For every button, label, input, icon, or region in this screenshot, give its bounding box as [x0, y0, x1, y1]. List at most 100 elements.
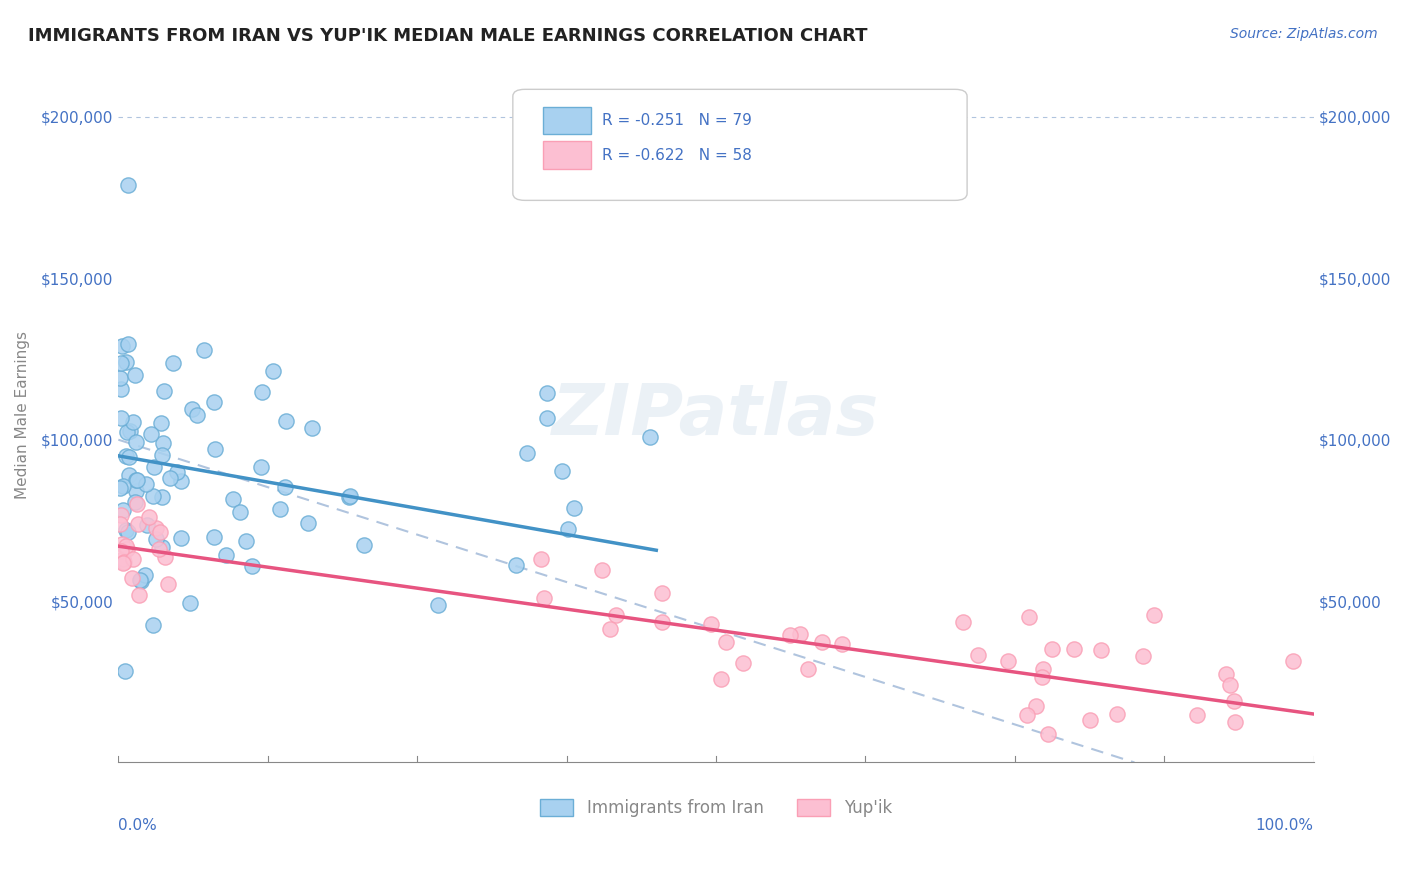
Point: [337, 490, 360, 504]
Point: [536, 410, 558, 425]
Point: [124, 495, 146, 509]
Point: [516, 446, 538, 460]
Point: [117, 178, 139, 193]
Point: [1031, 670, 1053, 684]
Point: [274, 480, 297, 494]
Point: [170, 531, 193, 545]
Point: [1078, 713, 1101, 727]
Point: [118, 450, 141, 465]
Point: [811, 635, 834, 649]
Point: [591, 562, 613, 576]
Point: [142, 460, 165, 475]
Point: [145, 520, 167, 534]
Point: [115, 541, 138, 556]
Point: [139, 426, 162, 441]
Point: [110, 410, 132, 425]
Point: [150, 541, 173, 555]
Point: [426, 598, 449, 612]
Point: [125, 473, 148, 487]
Point: [150, 490, 173, 504]
Point: [125, 497, 148, 511]
Point: [269, 502, 291, 516]
Point: [186, 409, 208, 423]
Text: R = -0.251   N = 79: R = -0.251 N = 79: [603, 113, 752, 128]
Point: [1223, 715, 1246, 730]
Point: [1032, 662, 1054, 676]
Point: [716, 635, 738, 649]
Point: [1025, 698, 1047, 713]
Point: [118, 467, 141, 482]
Point: [108, 481, 131, 495]
Point: [150, 448, 173, 462]
Point: [142, 618, 165, 632]
Point: [731, 656, 754, 670]
Point: [117, 337, 139, 351]
FancyBboxPatch shape: [513, 89, 967, 201]
Point: [110, 508, 132, 522]
Point: [242, 558, 264, 573]
Point: [789, 627, 811, 641]
Point: [110, 382, 132, 396]
Point: [605, 608, 627, 623]
Point: [114, 539, 136, 553]
Point: [108, 370, 131, 384]
Point: [1143, 607, 1166, 622]
Point: [114, 664, 136, 678]
Point: [952, 615, 974, 629]
Point: [138, 509, 160, 524]
Point: [156, 577, 179, 591]
Point: [124, 368, 146, 382]
Point: [551, 464, 574, 478]
Text: IMMIGRANTS FROM IRAN VS YUP'IK MEDIAN MALE EARNINGS CORRELATION CHART: IMMIGRANTS FROM IRAN VS YUP'IK MEDIAN MA…: [28, 27, 868, 45]
Point: [557, 522, 579, 536]
Text: R = -0.622   N = 58: R = -0.622 N = 58: [603, 148, 752, 162]
Point: [134, 568, 156, 582]
Point: [1090, 643, 1112, 657]
Point: [1223, 694, 1246, 708]
Point: [159, 471, 181, 485]
Point: [117, 524, 139, 539]
Point: [114, 449, 136, 463]
Point: [301, 421, 323, 435]
Y-axis label: Median Male Earnings: Median Male Earnings: [15, 332, 30, 500]
Point: [112, 479, 135, 493]
Point: [215, 548, 238, 562]
Point: [252, 385, 274, 400]
Point: [339, 489, 361, 503]
Point: [121, 571, 143, 585]
Point: [152, 436, 174, 450]
FancyBboxPatch shape: [543, 107, 591, 135]
Point: [1063, 641, 1085, 656]
Point: [111, 536, 134, 550]
Point: [193, 343, 215, 358]
Point: [533, 591, 555, 605]
Point: [274, 414, 297, 428]
Point: [108, 516, 131, 531]
Point: [1219, 677, 1241, 691]
Point: [353, 538, 375, 552]
Point: [710, 673, 733, 687]
Point: [536, 386, 558, 401]
Point: [110, 544, 132, 558]
Point: [202, 395, 225, 409]
Point: [121, 415, 143, 429]
Point: [297, 516, 319, 530]
Point: [110, 356, 132, 370]
Point: [152, 384, 174, 398]
Point: [170, 474, 193, 488]
Point: [135, 477, 157, 491]
Point: [115, 355, 138, 369]
Point: [149, 524, 172, 539]
FancyBboxPatch shape: [543, 142, 591, 169]
Point: [145, 532, 167, 546]
Point: [128, 588, 150, 602]
Point: [115, 523, 138, 537]
Point: [118, 424, 141, 438]
Point: [651, 615, 673, 630]
Point: [127, 516, 149, 531]
Point: [564, 501, 586, 516]
Point: [153, 549, 176, 564]
Point: [530, 552, 553, 566]
Point: [142, 489, 165, 503]
Point: [1036, 727, 1059, 741]
